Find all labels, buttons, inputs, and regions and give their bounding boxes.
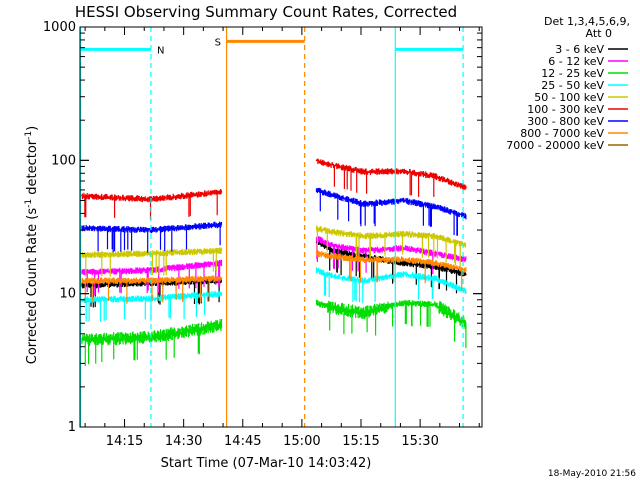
legend-label: 25 - 50 keV — [541, 79, 604, 92]
series-300-800-kev-before — [81, 221, 223, 253]
legend-label: 7000 - 20000 keV — [506, 139, 604, 152]
series-300-800-kev-after — [315, 187, 467, 236]
series-100-300-kev-after — [315, 158, 467, 197]
x-tick-label: 14:15 — [106, 434, 143, 449]
axes: 1 10 100 1000 14:15 14:30 14:45 15:00 15:15 15:30 — [43, 20, 483, 449]
series-50-100-kev-before — [81, 247, 223, 277]
series-100-300-kev-before — [81, 189, 223, 220]
plot-frame — [79, 26, 483, 428]
y-tick-label: 100 — [51, 153, 76, 168]
series-800-7000-kev-before — [81, 275, 223, 304]
legend-label: 6 - 12 keV — [548, 55, 604, 68]
legend-header-2: Att 0 — [586, 27, 612, 40]
y-axis-label: Corrected Count Rate (s-1 detector-1) — [24, 126, 40, 364]
x-axis-label: Start Time (07-Mar-10 14:03:42) — [161, 456, 372, 471]
legend-label: 3 - 6 keV — [555, 43, 604, 56]
x-tick-label: 15:30 — [401, 434, 438, 449]
footer-date: 18-May-2010 21:56 — [548, 469, 636, 479]
legend-label: 100 - 300 keV — [527, 103, 604, 116]
series-50-100-kev-after — [315, 225, 467, 267]
chart-title: HESSI Observing Summary Count Rates, Cor… — [75, 3, 457, 21]
series-800-7000-kev-after — [315, 250, 467, 292]
legend-label: 300 - 800 keV — [527, 115, 604, 128]
y-axis-label-sup1: -1 — [24, 199, 34, 208]
y-tick-label: 10 — [59, 287, 76, 302]
legend-header-1: Det 1,3,4,5,6,9, — [544, 15, 630, 28]
series-25-50-kev-before — [81, 290, 223, 322]
saa-label: S — [215, 37, 221, 48]
plot-area: NS — [79, 27, 467, 427]
y-tick-label: 1000 — [43, 20, 76, 35]
legend-label: 12 - 25 keV — [541, 67, 604, 80]
series-25-50-kev-after — [315, 267, 467, 304]
x-tick-label: 15:00 — [283, 434, 320, 449]
x-tick-label: 14:30 — [165, 434, 202, 449]
night-label: N — [157, 45, 164, 56]
legend-label: 800 - 7000 keV — [520, 127, 604, 140]
series-12-25-kev-after — [315, 299, 467, 348]
x-tick-label: 15:15 — [342, 434, 379, 449]
y-axis-label-mid: detector — [25, 139, 40, 199]
y-tick-label: 1 — [68, 420, 76, 435]
series-12-25-kev-before — [81, 319, 223, 366]
legend-label: 50 - 100 keV — [534, 91, 604, 104]
y-axis-label-end: ) — [25, 126, 40, 131]
y-axis-label-sup2: -1 — [24, 131, 34, 140]
x-tick-label: 14:45 — [224, 434, 261, 449]
y-axis-label-main: Corrected Count Rate (s — [25, 208, 40, 365]
